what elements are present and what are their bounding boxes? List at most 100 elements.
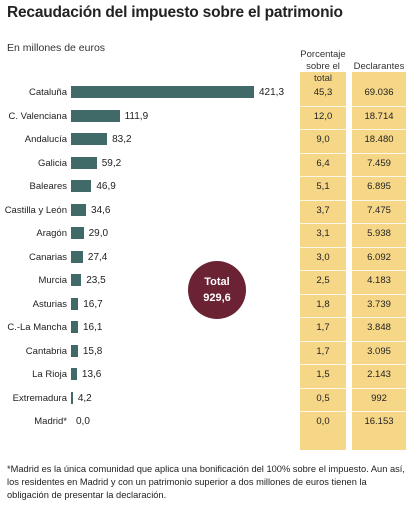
category-label: Extremadura (12, 392, 67, 404)
value-label: 0,0 (76, 416, 90, 427)
bar-row: Canarias 27,4 3,0 6.092 (0, 246, 414, 272)
row-separator (300, 129, 406, 130)
declarantes-cell: 3.739 (367, 298, 391, 310)
percentage-cell: 1,7 (316, 345, 330, 357)
percentage-cell: 3,0 (316, 251, 330, 263)
category-label: C. Valenciana (8, 110, 67, 122)
declarantes-header: Declarantes (353, 61, 405, 72)
row-separator (300, 199, 406, 201)
bar (71, 86, 254, 98)
row-separator (300, 340, 406, 342)
declarantes-cell: 16.153 (364, 416, 394, 427)
bar-row: Asturias 16,7 1,8 3.739 (0, 293, 414, 319)
row-separator (300, 293, 406, 295)
row-separator (300, 246, 406, 248)
value-label: 29,0 (88, 228, 109, 239)
declarantes-cell: 3.848 (367, 322, 391, 333)
value-label: 83,2 (112, 134, 132, 145)
percentage-column-bg (300, 72, 346, 450)
bar (71, 109, 120, 122)
value-label: 59,2 (101, 157, 122, 169)
bar-row: Aragón 29,0 3,1 5.938 (0, 223, 414, 248)
percentage-cell: 0,0 (316, 416, 330, 427)
bar (71, 344, 78, 357)
row-separator (300, 176, 406, 177)
category-label: La Rioja (32, 369, 67, 380)
value-label: 4,2 (77, 392, 92, 404)
bar (71, 391, 73, 404)
bar (71, 250, 83, 263)
percentage-cell: 45,3 (313, 87, 333, 98)
bar (71, 180, 92, 192)
bar-row: Andalucía 83,2 9,0 18.480 (0, 129, 414, 154)
category-label: Madrid* (34, 416, 67, 427)
category-label: Cantabria (25, 345, 67, 357)
chart-subtitle: En millones de euros (7, 42, 106, 54)
declarantes-cell: 2.143 (367, 369, 391, 380)
bar (71, 368, 77, 380)
category-label: Castilla y León (4, 204, 67, 216)
value-label: 34,6 (91, 204, 111, 216)
bar-row: Cantabria 15,8 1,7 3.095 (0, 340, 414, 366)
declarantes-cell: 7.475 (367, 204, 391, 216)
row-separator (300, 411, 406, 412)
bar-row: Extremadura 4,2 0,5 992 (0, 387, 414, 413)
bar-row: Murcia 23,5 2,5 4.183 (0, 270, 414, 295)
declarantes-cell: 6.895 (367, 181, 391, 192)
bar (71, 297, 79, 310)
category-label: C.-La Mancha (7, 322, 67, 333)
percentage-cell: 3,1 (316, 228, 330, 239)
value-label: 15,8 (82, 345, 103, 357)
bar-row: La Rioja 13,6 1,5 2.143 (0, 364, 414, 389)
chart-title: Recaudación del impuesto sobre el patrim… (7, 4, 343, 21)
declarantes-cell: 69.036 (364, 87, 394, 98)
category-label: Baleares (29, 181, 68, 192)
bar-row: Baleares 46,9 5,1 6.895 (0, 176, 414, 201)
category-label: Murcia (38, 275, 67, 286)
percentage-cell: 6,4 (316, 157, 330, 169)
row-separator (300, 105, 406, 107)
value-label: 23,5 (86, 275, 106, 286)
total-badge: Total 929,6 (188, 261, 246, 319)
declarantes-cell: 18.714 (364, 110, 394, 122)
category-label: Asturias (32, 298, 67, 310)
percentage-cell: 0,5 (316, 392, 330, 404)
value-label: 13,6 (81, 369, 102, 380)
footnote: *Madrid es la única comunidad que aplica… (7, 464, 405, 500)
total-label: Total (204, 276, 230, 288)
category-label: Aragón (36, 228, 67, 239)
bar-row: Castilla y León 34,6 3,7 7.475 (0, 199, 414, 225)
percentage-cell: 1,7 (316, 322, 330, 333)
category-label: Galicia (37, 157, 67, 169)
row-separator (300, 387, 406, 389)
declarantes-cell: 3.095 (367, 345, 391, 357)
percentage-cell: 12,0 (313, 110, 333, 122)
bar-row: Cataluña 421,3 45,3 69.036 (0, 83, 414, 107)
category-label: Cataluña (28, 87, 67, 98)
bar (71, 156, 97, 169)
bar (71, 203, 87, 216)
percentage-cell: 9,0 (316, 134, 330, 145)
row-separator (300, 270, 406, 271)
declarantes-cell: 992 (371, 392, 387, 404)
value-label: 111,9 (124, 110, 149, 122)
bar (71, 274, 82, 286)
percentage-cell: 2,5 (316, 275, 330, 286)
declarantes-cell: 6.092 (367, 251, 391, 263)
category-label: Andalucía (24, 134, 67, 145)
percentage-cell: 3,7 (316, 204, 330, 216)
percentage-cell: 5,1 (316, 181, 330, 192)
bar-row: C. Valenciana 111,9 12,0 18.714 (0, 105, 414, 131)
row-separator (300, 317, 406, 318)
total-value: 929,6 (203, 292, 231, 304)
value-label: 27,4 (87, 251, 108, 263)
bar-row: Galicia 59,2 6,4 7.459 (0, 152, 414, 178)
bar-row: Madrid* 0,0 0,0 16.153 (0, 411, 414, 436)
percentage-cell: 1,5 (316, 369, 330, 380)
percentage-header: Porcentaje sobre el total (300, 49, 346, 84)
value-label: 421,3 (259, 87, 285, 98)
bar (71, 321, 78, 333)
declarantes-cell: 5.938 (367, 228, 391, 239)
percentage-cell: 1,8 (316, 298, 330, 310)
value-label: 16,7 (83, 298, 103, 310)
